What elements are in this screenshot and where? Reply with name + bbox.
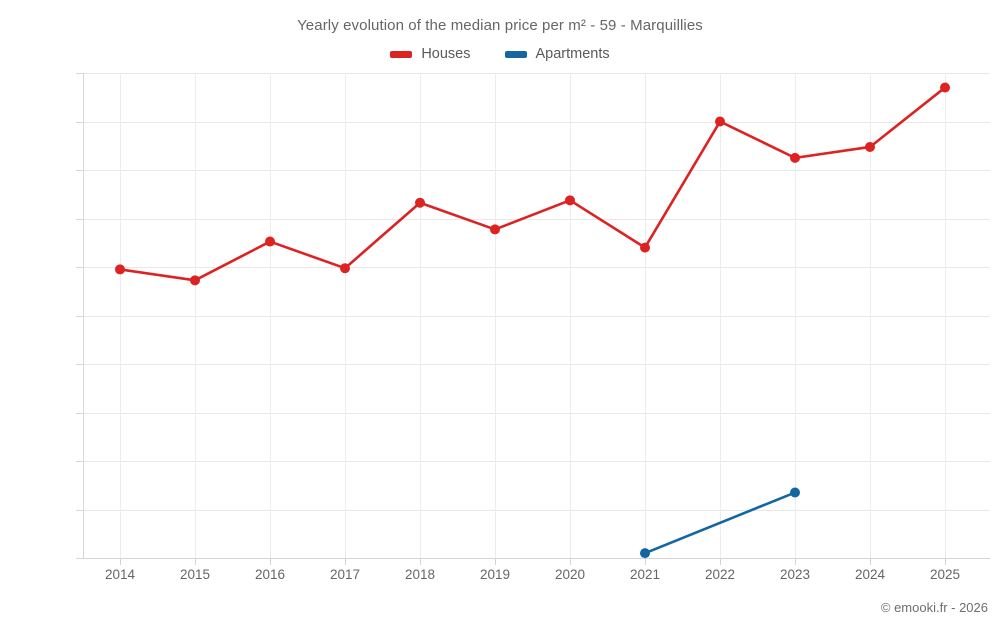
gridline-horizontal <box>83 218 990 220</box>
x-axis-tick-label: 2022 <box>704 567 736 582</box>
data-point-houses-2017[interactable] <box>340 263 350 274</box>
data-point-apartments-2021[interactable] <box>640 548 650 559</box>
x-axis-tick-label: 2017 <box>329 567 361 582</box>
x-tick-mark <box>795 559 796 565</box>
chart-title: Yearly evolution of the median price per… <box>297 17 703 34</box>
data-point-houses-2019[interactable] <box>490 224 500 235</box>
y-tick-mark <box>76 412 83 414</box>
gridline-vertical <box>720 73 721 558</box>
data-point-apartments-2023[interactable] <box>790 487 800 498</box>
x-tick-mark <box>645 559 646 565</box>
x-tick-mark <box>720 559 721 565</box>
x-tick-mark <box>195 559 196 565</box>
gridline-horizontal <box>83 315 990 317</box>
gridline-vertical <box>195 73 196 558</box>
x-tick-mark <box>270 559 271 565</box>
x-tick-mark <box>945 559 946 565</box>
data-point-houses-2018[interactable] <box>415 197 425 208</box>
gridline-horizontal <box>83 364 990 365</box>
copyright-credit: © emooki.fr - 2026 <box>880 600 988 615</box>
data-point-houses-2020[interactable] <box>565 195 575 206</box>
gridline-vertical <box>420 73 421 558</box>
x-axis-tick-label: 2020 <box>554 567 586 582</box>
x-tick-mark <box>420 559 421 565</box>
chart-legend: Houses Apartments <box>0 46 1000 62</box>
legend-label-houses: Houses <box>421 46 471 62</box>
x-tick-mark <box>570 559 571 565</box>
gridline-horizontal <box>83 170 990 171</box>
gridline-vertical <box>120 73 121 558</box>
gridline-horizontal <box>83 509 990 511</box>
x-axis-tick-label: 2019 <box>479 567 511 582</box>
gridline-vertical <box>495 73 496 558</box>
x-axis-tick-label: 2016 <box>254 567 286 582</box>
data-point-houses-2014[interactable] <box>115 264 125 275</box>
x-axis-tick-label: 2014 <box>104 567 136 582</box>
x-axis-tick-label: 2015 <box>179 567 211 582</box>
gridline-vertical <box>345 73 346 558</box>
data-point-houses-2016[interactable] <box>265 236 275 247</box>
x-axis-tick-label: 2024 <box>854 567 886 582</box>
x-axis-tick-label: 2023 <box>779 567 811 582</box>
gridline-vertical <box>570 73 571 558</box>
y-tick-mark <box>76 461 83 462</box>
y-axis-line <box>83 73 84 559</box>
series-line-apartments <box>643 491 797 555</box>
legend-item-houses[interactable]: Houses <box>390 46 471 62</box>
x-axis-tick-label: 2021 <box>629 567 661 582</box>
gridline-horizontal <box>83 121 990 123</box>
series-line-houses <box>118 86 947 282</box>
legend-swatch-apartments <box>504 50 527 58</box>
gridline-horizontal <box>83 73 990 74</box>
gridline-vertical <box>645 73 646 558</box>
x-tick-mark <box>870 559 871 565</box>
y-tick-mark <box>76 267 83 268</box>
legend-item-apartments[interactable]: Apartments <box>504 46 610 62</box>
legend-swatch-houses <box>390 50 413 58</box>
data-point-houses-2025[interactable] <box>940 82 950 93</box>
data-point-houses-2024[interactable] <box>865 141 875 152</box>
gridline-vertical <box>270 73 271 558</box>
data-point-houses-2021[interactable] <box>640 242 650 253</box>
gridline-horizontal <box>83 412 990 414</box>
y-tick-mark <box>76 121 83 123</box>
x-axis-tick-label: 2018 <box>404 567 436 582</box>
x-axis-line <box>83 558 990 559</box>
x-axis-tick-label: 2025 <box>929 567 961 582</box>
gridline-vertical <box>870 73 871 558</box>
legend-label-apartments: Apartments <box>535 46 610 62</box>
x-tick-mark <box>495 559 496 565</box>
gridline-vertical <box>795 73 796 558</box>
y-tick-mark <box>76 73 83 74</box>
y-tick-mark <box>76 558 83 559</box>
y-tick-mark <box>76 315 83 317</box>
data-point-houses-2015[interactable] <box>190 275 200 286</box>
x-tick-mark <box>120 559 121 565</box>
y-tick-mark <box>76 364 83 365</box>
plot-area: 800 €1 000 €1 200 €1 400 €1 600 €1 800 €… <box>76 73 990 582</box>
x-tick-mark <box>345 559 346 565</box>
y-tick-mark <box>76 218 83 220</box>
data-point-houses-2022[interactable] <box>715 116 725 127</box>
y-tick-mark <box>76 509 83 511</box>
data-point-houses-2023[interactable] <box>790 152 800 163</box>
y-tick-mark <box>76 170 83 171</box>
gridline-vertical <box>945 73 946 558</box>
gridline-horizontal <box>83 267 990 268</box>
data-series-layer <box>115 82 950 559</box>
gridline-horizontal <box>83 461 990 462</box>
